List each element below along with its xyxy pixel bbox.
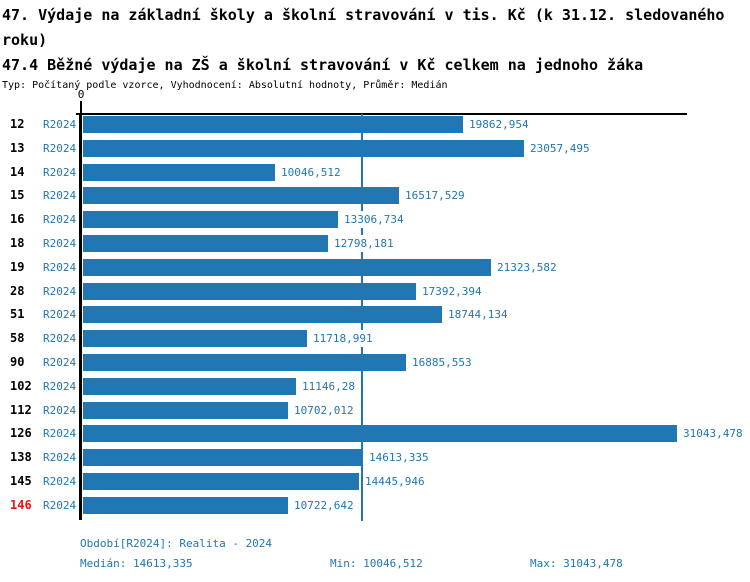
bar-row: 51 R2024 18744,134 bbox=[0, 306, 750, 324]
chart-meta-line: Typ: Počítaný podle vzorce, Vyhodnocení:… bbox=[2, 80, 448, 91]
value-label: 16517,529 bbox=[404, 187, 466, 205]
footer-min-label: Min: 10046,512 bbox=[330, 557, 423, 570]
footer-median-label: Medián: 14613,335 bbox=[80, 557, 193, 570]
value-bar bbox=[83, 377, 296, 395]
value-bar bbox=[83, 401, 288, 419]
category-label: 146 bbox=[10, 497, 32, 512]
period-label: R2024 bbox=[43, 332, 77, 346]
category-label: 28 bbox=[10, 283, 25, 298]
value-label: 12798,181 bbox=[333, 235, 395, 252]
category-label: 14 bbox=[10, 164, 25, 179]
category-label: 18 bbox=[10, 236, 25, 250]
period-label: R2024 bbox=[43, 356, 77, 369]
period-label: R2024 bbox=[43, 237, 77, 250]
period-label: R2024 bbox=[43, 475, 77, 488]
period-label: R2024 bbox=[43, 118, 77, 131]
period-label: R2024 bbox=[43, 284, 77, 298]
bar-row: 146 R2024 10722,642 bbox=[0, 496, 750, 514]
bar-row: 145 R2024 14445,946 bbox=[0, 473, 750, 490]
category-label: 138 bbox=[10, 450, 32, 465]
value-bar bbox=[83, 163, 275, 181]
period-label: R2024 bbox=[43, 498, 77, 512]
category-label: 12 bbox=[10, 117, 25, 131]
period-label: R2024 bbox=[43, 165, 77, 179]
value-bar bbox=[83, 330, 307, 348]
period-label: R2024 bbox=[43, 403, 77, 417]
bar-row: 90 R2024 16885,553 bbox=[0, 354, 750, 371]
period-label: R2024 bbox=[43, 141, 77, 155]
value-label: 31043,478 bbox=[682, 425, 744, 443]
chart-title: 47. Výdaje na základní školy a školní st… bbox=[2, 6, 725, 49]
category-label: 13 bbox=[10, 140, 25, 155]
value-label: 13306,734 bbox=[343, 211, 405, 229]
value-bar bbox=[83, 139, 524, 157]
bar-row: 102 R2024 11146,28 bbox=[0, 377, 750, 395]
value-label: 10046,512 bbox=[280, 163, 342, 181]
value-bar bbox=[83, 211, 338, 229]
bar-row: 28 R2024 17392,394 bbox=[0, 282, 750, 300]
value-bar bbox=[83, 282, 416, 300]
period-label: R2024 bbox=[43, 308, 77, 322]
value-bar bbox=[83, 187, 399, 205]
value-label: 11718,991 bbox=[312, 330, 374, 348]
category-label: 112 bbox=[10, 402, 32, 417]
category-label: 51 bbox=[10, 307, 25, 322]
value-bar bbox=[83, 473, 359, 490]
value-bar bbox=[83, 306, 442, 324]
category-label: 145 bbox=[10, 474, 32, 488]
x-axis-zero-label: 0 bbox=[77, 88, 85, 101]
category-label: 15 bbox=[10, 188, 25, 203]
value-label: 16885,553 bbox=[411, 354, 473, 371]
value-bar bbox=[83, 116, 463, 133]
x-axis-line bbox=[76, 113, 687, 115]
category-label: 90 bbox=[10, 355, 25, 369]
value-label: 17392,394 bbox=[421, 282, 483, 300]
y-axis-line bbox=[79, 113, 82, 520]
value-bar bbox=[83, 449, 363, 467]
bar-row: 19 R2024 21323,582 bbox=[0, 258, 750, 276]
category-label: 16 bbox=[10, 212, 25, 227]
bar-row: 126 R2024 31043,478 bbox=[0, 425, 750, 443]
period-label: R2024 bbox=[43, 213, 77, 227]
value-label: 23057,495 bbox=[529, 139, 591, 157]
category-label: 102 bbox=[10, 378, 32, 393]
footer-max-label: Max: 31043,478 bbox=[530, 557, 623, 570]
value-label: 18744,134 bbox=[447, 306, 509, 324]
x-axis-zero-tick bbox=[80, 101, 82, 113]
chart-subtitle: 47.4 Běžné výdaje na ZŠ a školní stravov… bbox=[2, 56, 644, 74]
period-label: R2024 bbox=[43, 427, 77, 441]
value-bar bbox=[83, 425, 677, 443]
period-label: R2024 bbox=[43, 189, 77, 203]
value-bar bbox=[83, 496, 288, 514]
value-label: 19862,954 bbox=[468, 116, 530, 133]
bar-row: 18 R2024 12798,181 bbox=[0, 235, 750, 252]
bar-row: 15 R2024 16517,529 bbox=[0, 187, 750, 205]
period-label: R2024 bbox=[43, 379, 77, 393]
value-label: 14613,335 bbox=[368, 449, 430, 467]
period-label: R2024 bbox=[43, 260, 77, 274]
footer-period-label: Období[R2024]: Realita - 2024 bbox=[80, 537, 273, 550]
category-label: 19 bbox=[10, 259, 25, 274]
value-label: 11146,28 bbox=[301, 377, 356, 395]
bar-row: 138 R2024 14613,335 bbox=[0, 449, 750, 467]
value-label: 21323,582 bbox=[496, 258, 558, 276]
value-label: 10722,642 bbox=[293, 496, 355, 514]
bar-row: 58 R2024 11718,991 bbox=[0, 330, 750, 348]
value-label: 14445,946 bbox=[364, 473, 426, 490]
bar-row: 112 R2024 10702,012 bbox=[0, 401, 750, 419]
value-bar bbox=[83, 235, 328, 252]
category-label: 58 bbox=[10, 331, 25, 346]
value-bar bbox=[83, 354, 406, 371]
bar-row: 13 R2024 23057,495 bbox=[0, 139, 750, 157]
bar-row: 16 R2024 13306,734 bbox=[0, 211, 750, 229]
category-label: 126 bbox=[10, 426, 32, 441]
bar-row: 14 R2024 10046,512 bbox=[0, 163, 750, 181]
value-bar bbox=[83, 258, 491, 276]
bar-row: 12 R2024 19862,954 bbox=[0, 116, 750, 133]
period-label: R2024 bbox=[43, 451, 77, 465]
value-label: 10702,012 bbox=[293, 401, 355, 419]
